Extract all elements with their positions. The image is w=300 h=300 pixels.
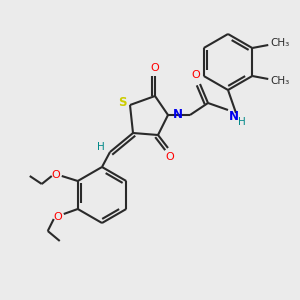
Text: H: H — [238, 117, 246, 127]
Text: O: O — [53, 212, 62, 222]
Text: CH₃: CH₃ — [271, 38, 290, 48]
Text: N: N — [173, 109, 183, 122]
Text: H: H — [97, 142, 105, 152]
Text: S: S — [118, 97, 126, 110]
Text: O: O — [151, 63, 159, 73]
Text: CH₃: CH₃ — [271, 76, 290, 86]
Text: O: O — [192, 70, 200, 80]
Text: O: O — [51, 170, 60, 180]
Text: N: N — [229, 110, 239, 122]
Text: O: O — [166, 152, 174, 162]
